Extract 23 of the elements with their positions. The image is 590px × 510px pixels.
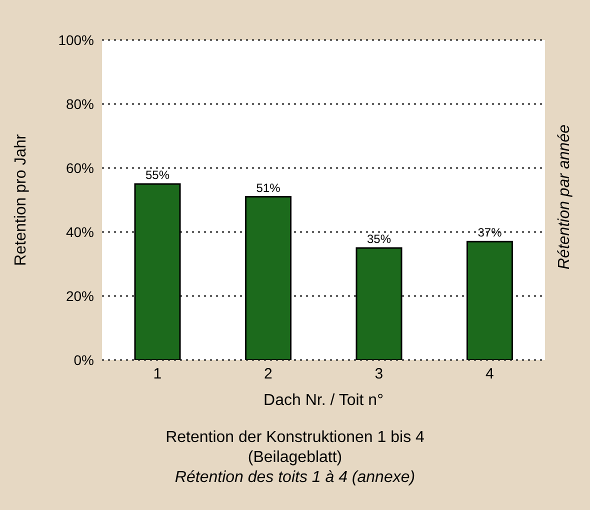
bar	[356, 247, 402, 360]
y-tick-label: 20%	[66, 288, 94, 304]
x-tick-label: 4	[485, 366, 494, 383]
y-tick-label: 60%	[66, 160, 94, 176]
bar	[466, 240, 513, 360]
y2-axis-title: Rétention par année	[556, 124, 574, 270]
x-tick-label: 1	[153, 366, 162, 383]
y-tick-label: 80%	[66, 96, 94, 112]
x-tick-label: 3	[374, 366, 384, 383]
text: Rétention des toits 1 à 4 (annexe)	[174, 468, 416, 488]
y-tick-label: 0%	[74, 352, 94, 368]
text: Retention der Konstruktionen 1 bis 4 (Beilageblatt)	[165, 428, 425, 468]
bar	[134, 183, 181, 360]
y-tick-label: 40%	[66, 224, 94, 240]
data-label: 37%	[478, 226, 502, 240]
y-tick-label: 100%	[58, 32, 94, 48]
x-tick-label: 2	[264, 366, 272, 383]
data-label: 35%	[366, 232, 392, 246]
y-axis-title: Retention pro Jahr	[12, 134, 30, 266]
x-axis-title: Dach Nr. / Toit n°	[264, 392, 384, 409]
bar	[245, 196, 292, 360]
data-label: 55%	[145, 168, 170, 182]
data-label: 51%	[256, 180, 281, 195]
